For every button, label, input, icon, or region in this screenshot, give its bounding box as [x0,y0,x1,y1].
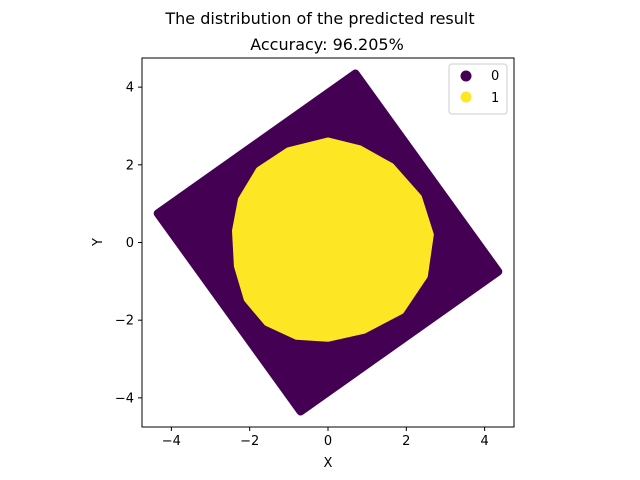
plot-area [141,57,515,428]
x-axis-label: X [324,456,333,471]
legend-marker-1 [460,91,472,103]
x-tick-label: −4 [162,434,181,449]
x-tick-label: 2 [402,434,410,449]
legend-label-0: 0 [491,69,499,84]
series-1-region [232,137,434,342]
y-tick-label: −4 [115,391,134,406]
y-tick-label: 0 [126,236,134,251]
y-axis-ticks: −4 −2 0 2 4 [115,81,142,406]
legend-marker-0 [460,70,472,82]
y-tick-label: 2 [126,158,134,173]
x-tick-label: 0 [324,434,332,449]
chart-title: Accuracy: 96.205% [250,35,404,54]
x-axis-ticks: −4 −2 0 2 4 [162,427,489,449]
x-tick-label: −2 [240,434,259,449]
legend: 0 1 [448,63,508,115]
x-tick-label: 4 [480,434,488,449]
figure-suptitle: The distribution of the predicted result [164,9,474,28]
y-tick-label: 4 [126,81,134,96]
y-tick-label: −2 [115,314,134,329]
legend-label-1: 1 [491,91,499,106]
data-layer [153,69,503,416]
y-axis-label: Y [91,238,106,247]
